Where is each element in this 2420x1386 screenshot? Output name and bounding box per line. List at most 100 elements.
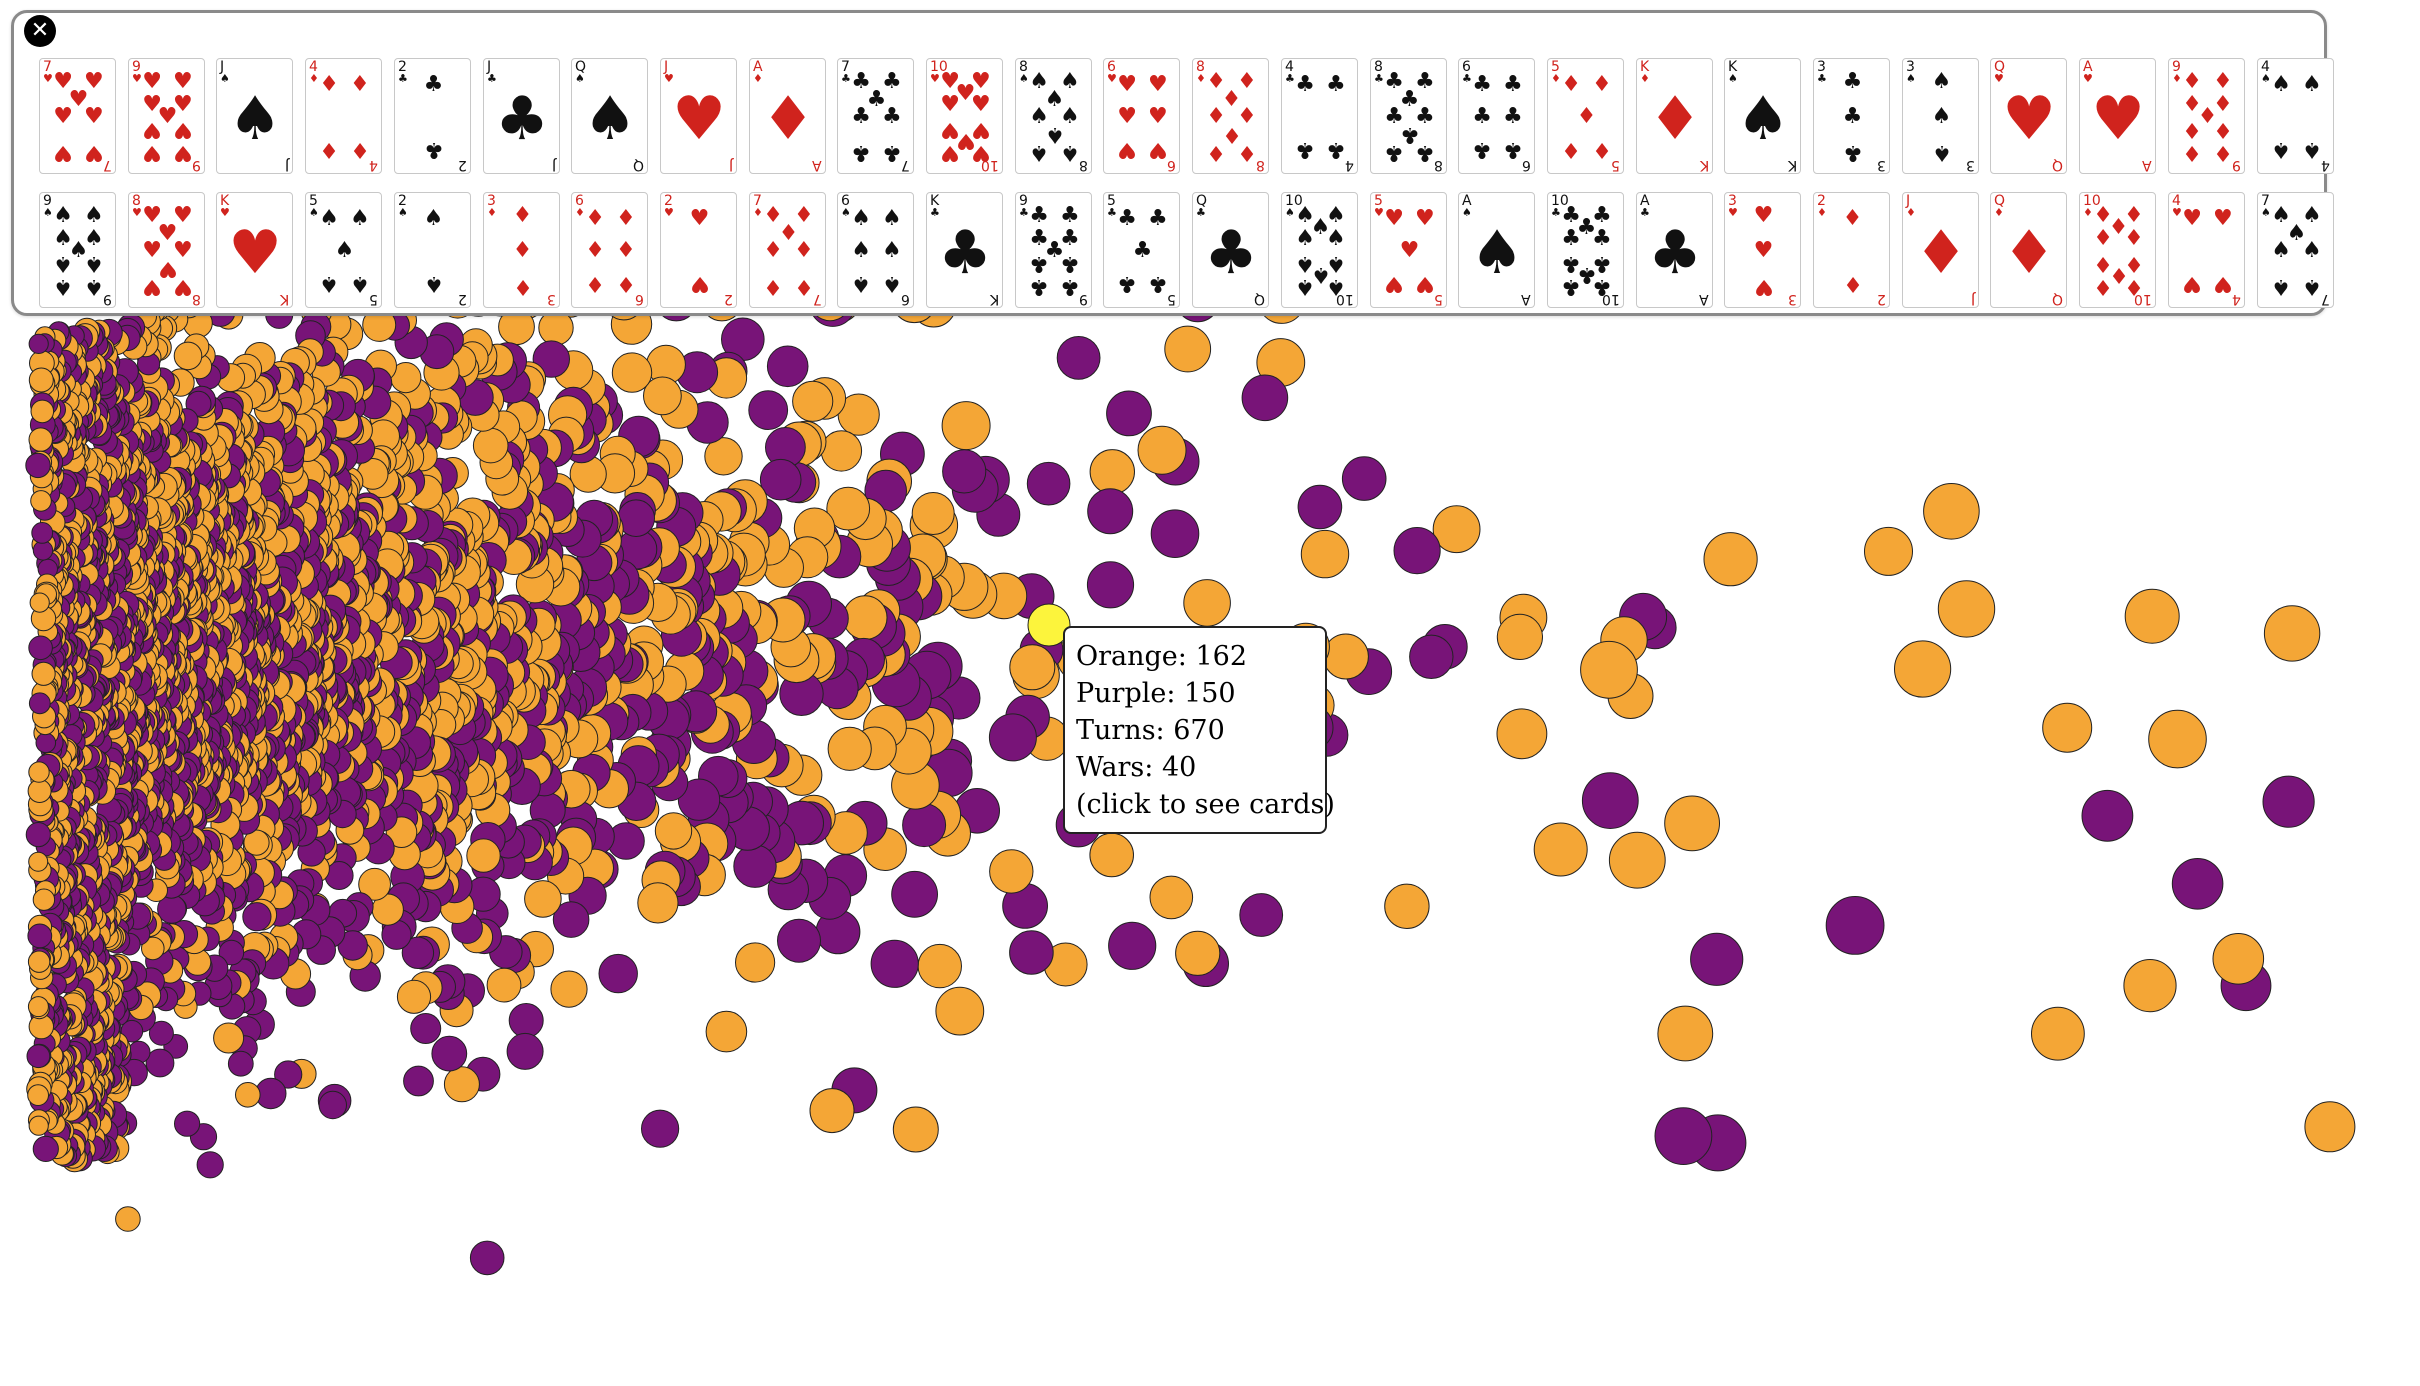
game-dot-orange[interactable] (31, 661, 56, 686)
game-dot-purple[interactable] (1239, 893, 1284, 937)
game-dot-orange[interactable] (2148, 709, 2207, 769)
game-dot-orange[interactable] (792, 380, 834, 422)
game-dot-orange[interactable] (1894, 640, 1952, 698)
game-dot-purple[interactable] (242, 902, 272, 932)
game-dot-orange[interactable] (466, 838, 501, 873)
game-dot-purple[interactable] (1026, 461, 1071, 506)
game-dot-orange[interactable] (235, 1082, 261, 1108)
game-dot-orange[interactable] (524, 880, 562, 918)
game-dot-purple[interactable] (942, 449, 987, 494)
game-dot-purple[interactable] (870, 939, 919, 988)
game-dot-orange[interactable] (941, 401, 991, 451)
game-dot-orange[interactable] (705, 1010, 748, 1053)
game-dot-orange[interactable] (892, 1106, 939, 1153)
game-dot-orange[interactable] (28, 761, 50, 783)
game-dot-purple[interactable] (759, 458, 802, 501)
game-dot-orange[interactable] (1175, 930, 1221, 976)
game-dot-orange[interactable] (989, 849, 1034, 894)
game-dot-orange[interactable] (1923, 483, 1980, 540)
game-dot-purple[interactable] (32, 1135, 59, 1163)
game-dot-orange[interactable] (2304, 1101, 2356, 1153)
game-dot-purple[interactable] (777, 918, 821, 963)
game-dot-orange[interactable] (2212, 933, 2265, 985)
game-dot-purple[interactable] (28, 333, 49, 354)
game-dot-purple[interactable] (598, 953, 638, 994)
game-dot-purple[interactable] (1297, 484, 1343, 530)
game-dot-orange[interactable] (443, 1066, 480, 1103)
game-dot-purple[interactable] (1409, 634, 1454, 679)
game-dot-purple[interactable] (410, 1013, 442, 1044)
game-dot-orange[interactable] (2042, 702, 2093, 753)
game-dot-purple[interactable] (27, 923, 53, 949)
game-dot-purple[interactable] (174, 1110, 201, 1137)
game-dot-purple[interactable] (1825, 896, 1885, 955)
game-dot-purple[interactable] (1581, 772, 1639, 829)
game-dot-orange[interactable] (32, 888, 56, 911)
game-dot-purple[interactable] (28, 635, 53, 661)
game-dot-orange[interactable] (827, 726, 872, 771)
game-dot-orange[interactable] (28, 367, 54, 393)
game-dot-purple[interactable] (677, 778, 721, 821)
game-dot-orange[interactable] (1496, 613, 1544, 661)
game-dot-orange[interactable] (1089, 832, 1134, 878)
game-dot-orange[interactable] (704, 437, 743, 476)
game-dot-orange[interactable] (550, 970, 588, 1008)
game-dot-orange[interactable] (1580, 640, 1638, 699)
game-dot-orange[interactable] (30, 490, 52, 512)
game-dot-orange[interactable] (27, 779, 52, 803)
game-dot-purple[interactable] (25, 822, 51, 848)
game-dot-purple[interactable] (1056, 336, 1101, 380)
game-dot-orange[interactable] (28, 851, 49, 872)
game-dot-purple[interactable] (28, 692, 51, 715)
game-dot-purple[interactable] (401, 936, 435, 969)
game-dot-purple[interactable] (25, 452, 51, 479)
game-dot-purple[interactable] (641, 1109, 680, 1148)
game-dot-purple[interactable] (31, 522, 54, 544)
game-dot-purple[interactable] (2081, 789, 2134, 842)
game-dot-purple[interactable] (1108, 921, 1157, 970)
game-dot-orange[interactable] (1137, 425, 1187, 475)
game-dot-orange[interactable] (1703, 532, 1758, 587)
game-dot-orange[interactable] (2030, 1006, 2085, 1061)
game-dot-orange[interactable] (911, 492, 955, 535)
game-dot-orange[interactable] (30, 399, 55, 424)
game-dot-orange[interactable] (29, 592, 50, 613)
game-dot-purple[interactable] (988, 713, 1037, 762)
game-dot-purple[interactable] (1241, 374, 1289, 422)
game-dot-orange[interactable] (1009, 644, 1056, 691)
game-dot-purple[interactable] (1009, 930, 1054, 975)
game-dot-orange[interactable] (1300, 529, 1350, 579)
game-dot-purple[interactable] (196, 1151, 224, 1179)
game-dot-purple[interactable] (891, 870, 938, 918)
game-dot-orange[interactable] (826, 486, 871, 531)
game-dot-orange[interactable] (396, 979, 432, 1014)
game-dot-orange[interactable] (735, 942, 776, 983)
game-dot-orange[interactable] (358, 867, 392, 901)
game-dot-orange[interactable] (115, 1206, 141, 1232)
game-dot-orange[interactable] (1496, 708, 1548, 760)
game-dot-orange[interactable] (28, 1115, 49, 1136)
game-dot-purple[interactable] (733, 844, 777, 888)
game-dot-orange[interactable] (1664, 795, 1720, 852)
game-dot-orange[interactable] (27, 950, 51, 973)
game-dot-purple[interactable] (1150, 509, 1200, 559)
game-dot-purple[interactable] (431, 1035, 468, 1072)
game-dot-purple[interactable] (2171, 858, 2224, 910)
game-dot-orange[interactable] (28, 427, 53, 452)
close-button[interactable]: ✕ (24, 15, 56, 47)
game-dot-orange[interactable] (611, 352, 653, 393)
game-dot-purple[interactable] (1086, 561, 1135, 609)
game-dot-orange[interactable] (842, 595, 888, 640)
game-dot-orange[interactable] (809, 1088, 855, 1134)
game-dot-orange[interactable] (1089, 449, 1136, 495)
game-dot-purple[interactable] (227, 1050, 254, 1077)
game-dot-orange[interactable] (27, 1084, 49, 1106)
game-dot-orange[interactable] (654, 812, 693, 850)
game-dot-orange[interactable] (1149, 875, 1194, 920)
game-dot-orange[interactable] (27, 996, 49, 1018)
game-dot-purple[interactable] (1690, 932, 1744, 986)
game-dot-purple[interactable] (506, 1032, 544, 1070)
game-dot-orange[interactable] (1608, 831, 1666, 889)
game-dot-orange[interactable] (213, 1022, 245, 1054)
game-dot-purple[interactable] (1106, 390, 1152, 437)
